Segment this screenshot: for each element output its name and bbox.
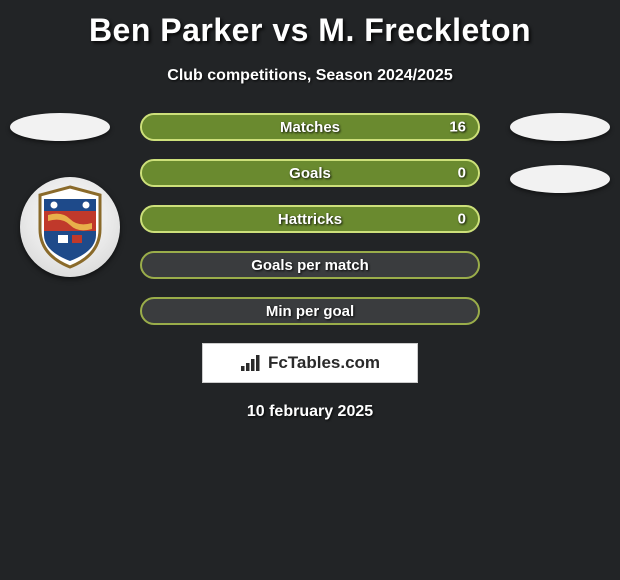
player-left-placeholder — [10, 113, 110, 141]
stat-value: 0 — [458, 165, 466, 182]
club-crest — [20, 177, 120, 277]
stat-label: Hattricks — [278, 211, 342, 228]
page-subtitle: Club competitions, Season 2024/2025 — [0, 67, 620, 85]
stat-bar-goals-per-match: Goals per match — [140, 251, 480, 279]
stat-label: Goals per match — [251, 257, 369, 274]
stat-label: Matches — [280, 119, 340, 136]
brand-badge: FcTables.com — [202, 343, 418, 383]
stat-label: Goals — [289, 165, 331, 182]
player-right-placeholder-1 — [510, 113, 610, 141]
stat-bars: Matches 16 Goals 0 Hattricks 0 Goals per… — [140, 113, 480, 325]
club-crest-shield-icon — [34, 185, 106, 269]
stat-value: 16 — [449, 119, 466, 136]
stat-label: Min per goal — [266, 303, 354, 320]
stat-bar-hattricks: Hattricks 0 — [140, 205, 480, 233]
stat-bar-min-per-goal: Min per goal — [140, 297, 480, 325]
stat-bar-goals: Goals 0 — [140, 159, 480, 187]
player-right-placeholder-2 — [510, 165, 610, 193]
bar-chart-icon — [240, 354, 262, 372]
comparison-panel: Matches 16 Goals 0 Hattricks 0 Goals per… — [0, 113, 620, 421]
stat-bar-matches: Matches 16 — [140, 113, 480, 141]
page-title: Ben Parker vs M. Freckleton — [0, 0, 620, 49]
brand-text: FcTables.com — [268, 353, 380, 373]
footer-date: 10 february 2025 — [0, 403, 620, 421]
stat-value: 0 — [458, 211, 466, 228]
